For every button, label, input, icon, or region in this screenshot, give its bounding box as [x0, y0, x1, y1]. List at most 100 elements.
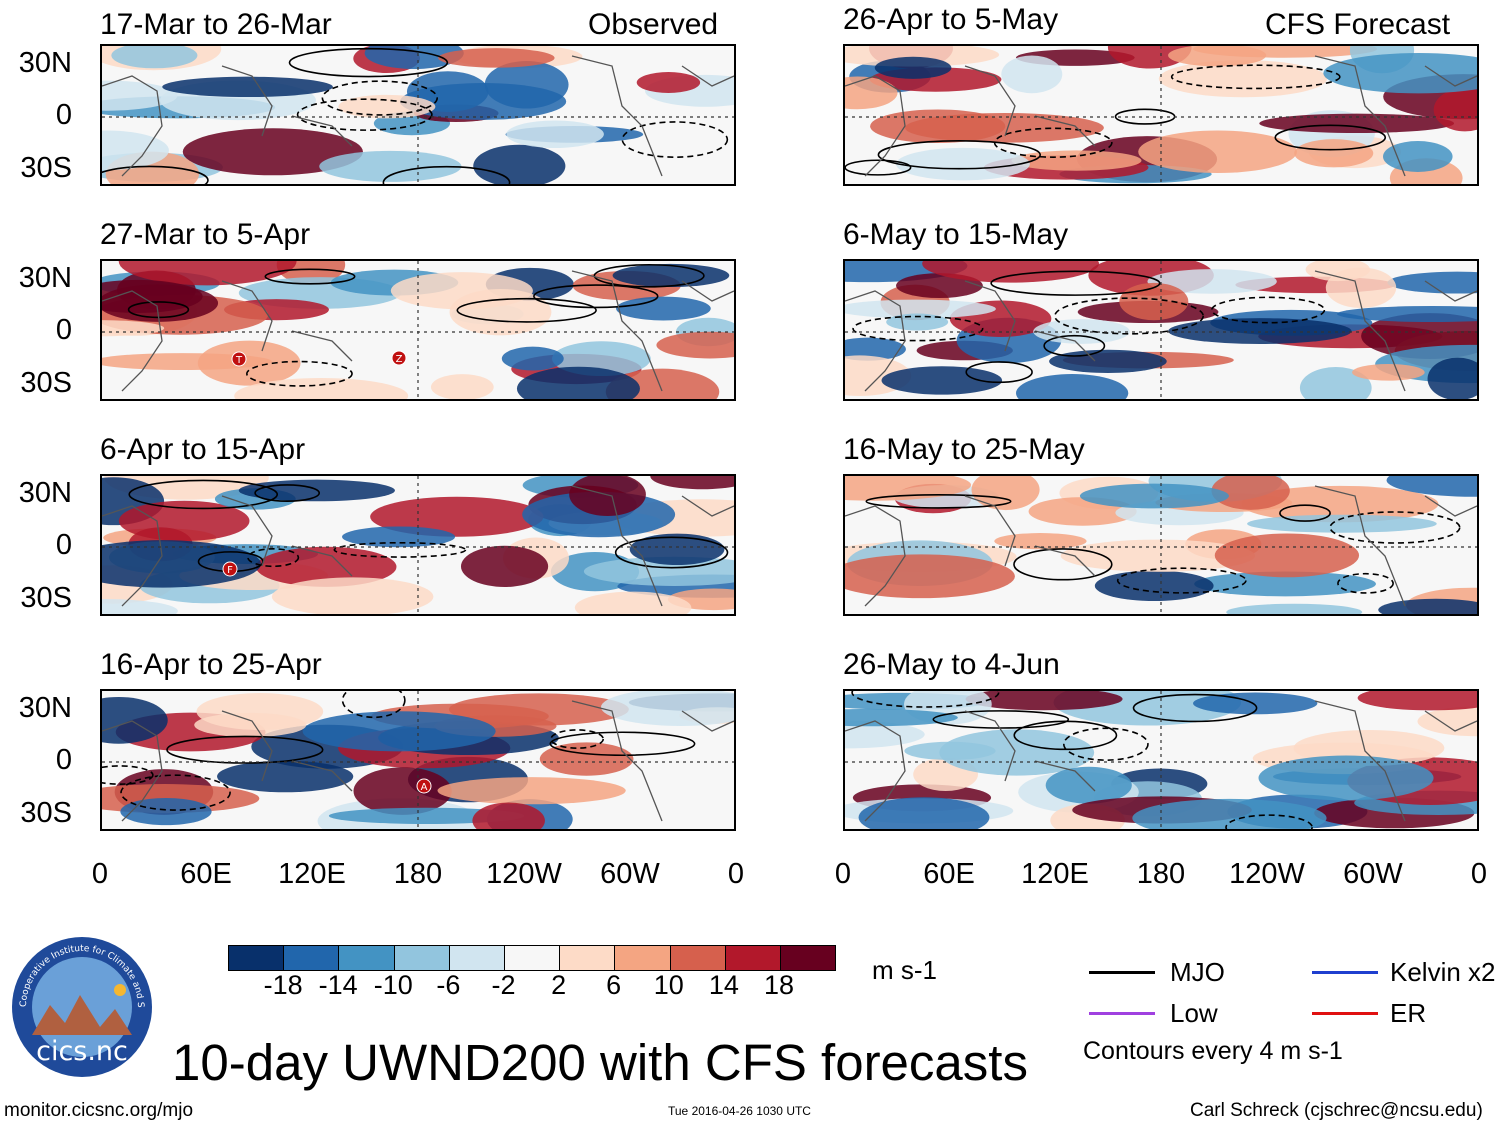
wind-anomaly-region: [870, 109, 1006, 143]
mjo-contour: [1054, 297, 1205, 335]
map-panel-right-1: [843, 44, 1479, 186]
mjo-contour: [533, 284, 659, 309]
wind-anomaly-region: [1168, 318, 1352, 344]
main-title: 10-day UWND200 with CFS forecasts: [172, 1034, 1028, 1091]
colorbar-tick-label: -18: [263, 970, 303, 1000]
coastline: [291, 115, 353, 147]
coastline: [1424, 280, 1477, 302]
wind-anomaly-region: [629, 533, 725, 566]
wind-anomaly-region: [1132, 798, 1327, 829]
legend-label-mjo: MJO: [1170, 957, 1225, 987]
mjo-contour: [246, 360, 353, 387]
longitude-label: 120W: [486, 858, 562, 890]
coastline: [221, 710, 273, 782]
panel-title-left-4: 16-Apr to 25-Apr: [100, 648, 322, 681]
coastline: [221, 495, 273, 567]
mjo-contour: [120, 774, 231, 811]
wind-anomaly-region: [364, 46, 464, 69]
wind-anomaly-region: [1258, 755, 1434, 801]
colorbar-segment: [504, 946, 561, 970]
latitude-label: 30N: [18, 47, 72, 79]
wind-anomaly-region: [971, 476, 1040, 511]
mjo-contour: [296, 98, 433, 131]
wind-anomaly-region: [874, 56, 952, 79]
wind-anomaly-region: [939, 729, 1095, 776]
panel-title-left-2: 27-Mar to 5-Apr: [100, 218, 311, 251]
mjo-contour: [456, 297, 597, 323]
wind-anomaly-region: [118, 500, 250, 542]
coastline: [1424, 65, 1477, 87]
coastline: [221, 280, 273, 352]
coastline: [291, 760, 353, 792]
wind-anomaly-region: [845, 337, 906, 361]
colorbar-segment: [284, 946, 340, 970]
mjo-contour: [102, 765, 154, 785]
colorbar-tick-label: 10: [653, 970, 684, 1000]
coastline: [102, 75, 163, 177]
panel-title-right-4: 26-May to 4-Jun: [843, 648, 1060, 681]
wind-anomaly-region: [1001, 55, 1063, 94]
mjo-contour: [382, 165, 511, 184]
logo-text: cics.nc: [36, 1036, 128, 1067]
mjo-contour: [102, 165, 209, 184]
mjo-contour: [1279, 504, 1331, 522]
wind-anomaly-region: [342, 526, 456, 548]
wind-anomaly-region: [1194, 571, 1377, 597]
wind-anomaly-region: [1299, 367, 1372, 399]
footer-credit: Carl Schreck (cjschrec@ncsu.edu): [1190, 1100, 1483, 1121]
latitude-label: 30N: [18, 477, 72, 509]
storm-marker-label: Z: [396, 354, 403, 365]
mjo-contour: [333, 541, 467, 558]
wind-anomaly-region: [1016, 374, 1129, 399]
map-svg: [845, 691, 1477, 829]
mjo-contour: [932, 710, 1070, 729]
longitude-label: 120E: [1021, 858, 1089, 890]
wind-anomaly-region: [656, 331, 734, 359]
longitude-label: 120E: [278, 858, 346, 890]
map-panel-right-4: [843, 689, 1479, 831]
mjo-contour: [341, 691, 406, 719]
wind-anomaly-region: [583, 556, 734, 586]
coastline: [681, 280, 734, 302]
wind-anomaly-region: [302, 711, 496, 752]
mjo-contour: [1337, 572, 1394, 594]
wind-anomaly-region: [895, 147, 1030, 181]
coastline: [681, 495, 734, 517]
legend-label-er: ER: [1390, 998, 1427, 1028]
contour-note: Contours every 4 m s-1: [1083, 1037, 1343, 1065]
wind-anomaly-region: [111, 46, 198, 69]
coastline: [964, 495, 1016, 567]
coastline: [1424, 710, 1477, 732]
wind-anomaly-region: [516, 366, 640, 399]
footer-url[interactable]: monitor.cicsnc.org/mjo: [4, 1100, 194, 1121]
map-svg: [845, 46, 1477, 184]
wind-anomaly-region: [1158, 60, 1328, 98]
wind-anomaly-region: [1294, 139, 1374, 168]
mjo-contour: [254, 484, 321, 503]
coastline: [845, 720, 906, 822]
wind-anomaly-region: [1357, 691, 1477, 711]
panel-title-left-3: 6-Apr to 15-Apr: [100, 433, 306, 466]
wind-anomaly-region: [271, 577, 434, 614]
latitude-label: 30S: [20, 152, 72, 184]
panel-title-right-1: 26-Apr to 5-May: [843, 3, 1059, 36]
colorbar-tick-label: 6: [606, 970, 622, 1000]
wind-anomaly-region: [904, 741, 996, 760]
mjo-contour: [1043, 334, 1106, 357]
wind-anomaly-region: [612, 263, 730, 288]
panel-title-right-3: 16-May to 25-May: [843, 433, 1085, 466]
colorbar-units: m s-1: [872, 955, 937, 985]
mjo-contour: [288, 47, 449, 78]
latitude-label: 30S: [20, 797, 72, 829]
map-panel-right-2: [843, 259, 1479, 401]
longitude-label: 0: [727, 858, 745, 890]
colorbar-segment: [339, 946, 395, 970]
coastline: [964, 710, 1016, 782]
coastline: [291, 330, 353, 362]
wind-anomaly-region: [182, 128, 363, 176]
wind-anomaly-region: [1241, 485, 1439, 523]
coastline: [681, 710, 734, 732]
mjo-contour: [614, 536, 729, 569]
wind-anomaly-region: [430, 374, 494, 399]
